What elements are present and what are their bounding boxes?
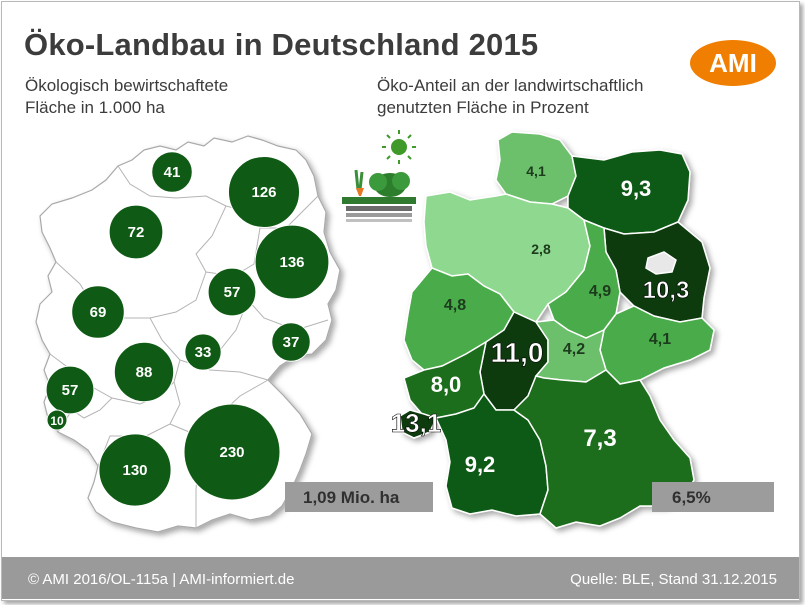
bubble-label-7: 37: [283, 334, 300, 351]
bubble-layer: 41 126 72 136 57 69 33 37 88 57 10 230 130: [45, 151, 330, 507]
bubble-label-1: 126: [251, 184, 276, 201]
state-berlin: [645, 251, 677, 275]
bubble-4: [207, 267, 257, 317]
right-subtitle-line-1: Öko-Anteil an der landwirtschaftlich: [377, 76, 644, 95]
left-subtitle-line-1: Ökologisch bewirtschaftete: [25, 76, 229, 95]
bubble-5: [71, 285, 125, 339]
percent-label-4: 4,9: [589, 283, 611, 300]
page-title: Öko-Landbau in Deutschland 2015: [24, 27, 539, 62]
organic-vegetables-sun-icon: [342, 130, 416, 222]
percent-label-5: 4,8: [444, 297, 466, 314]
right-germany-map: [399, 131, 715, 529]
left-subtitle: Ökologisch bewirtschaftete Fläche in 1.0…: [25, 75, 228, 119]
percent-label-9: 8,0: [431, 372, 462, 397]
bubble-2: [108, 204, 164, 260]
percent-label-6: 4,1: [649, 331, 671, 348]
left-state-borders: [49, 165, 329, 528]
left-subtitle-line-2: Fläche in 1.000 ha: [25, 98, 165, 117]
bubble-0: [151, 151, 193, 193]
left-total-bar: 1,09 Mio. ha: [285, 482, 433, 512]
bubble-label-6: 33: [195, 344, 212, 361]
percent-label-12: 7,3: [583, 425, 616, 452]
right-total-label: 6,5%: [672, 488, 711, 507]
bubble-6: [184, 333, 222, 371]
percent-label-7: 11,0: [491, 337, 544, 368]
bubble-12: [98, 433, 172, 507]
percent-label-2: 2,8: [531, 241, 551, 257]
percent-label-8: 4,2: [563, 341, 585, 358]
bubble-label-5: 69: [90, 304, 107, 321]
footer-bar: © AMI 2016/OL-115a | AMI-informiert.de Q…: [2, 557, 799, 599]
right-subtitle-line-2: genutzten Fläche in Prozent: [377, 98, 589, 117]
bubble-label-3: 136: [279, 254, 304, 271]
bubble-label-4: 57: [224, 284, 241, 301]
percent-label-3: 10,3: [643, 277, 690, 304]
ami-logo: AMI: [690, 40, 776, 86]
bubble-label-11: 230: [219, 444, 244, 461]
bubble-11: [183, 403, 281, 501]
bubble-1: [227, 155, 301, 229]
bubble-7: [271, 322, 311, 362]
bubble-8: [113, 341, 175, 403]
percent-label-layer: 4,1 9,3 2,8 10,3 4,9 4,8 4,1 11,0 4,2 8,0 13,1 9,2 7…: [390, 163, 690, 477]
right-total-bar: 6,5%: [652, 482, 774, 512]
bubble-label-2: 72: [128, 224, 145, 241]
left-total-label: 1,09 Mio. ha: [303, 488, 400, 507]
bubble-10: [46, 409, 68, 431]
bubble-label-8: 88: [136, 364, 153, 381]
percent-label-1: 9,3: [621, 176, 652, 201]
bubble-3: [254, 224, 330, 300]
state-saarland: [399, 409, 438, 439]
right-subtitle: Öko-Anteil an der landwirtschaftlich gen…: [377, 75, 643, 119]
bubble-label-10: 10: [50, 414, 64, 428]
percent-label-11: 9,2: [465, 452, 496, 477]
bubble-label-9: 57: [62, 382, 79, 399]
percent-label-10: 13,1: [391, 408, 442, 438]
footer-copyright: © AMI 2016/OL-115a | AMI-informiert.de: [28, 571, 295, 588]
bubble-label-12: 130: [122, 462, 147, 479]
bubble-label-0: 41: [164, 164, 181, 181]
footer-source: Quelle: BLE, Stand 31.12.2015: [570, 571, 777, 588]
percent-label-0: 4,1: [526, 163, 546, 179]
bubble-9: [45, 365, 95, 415]
